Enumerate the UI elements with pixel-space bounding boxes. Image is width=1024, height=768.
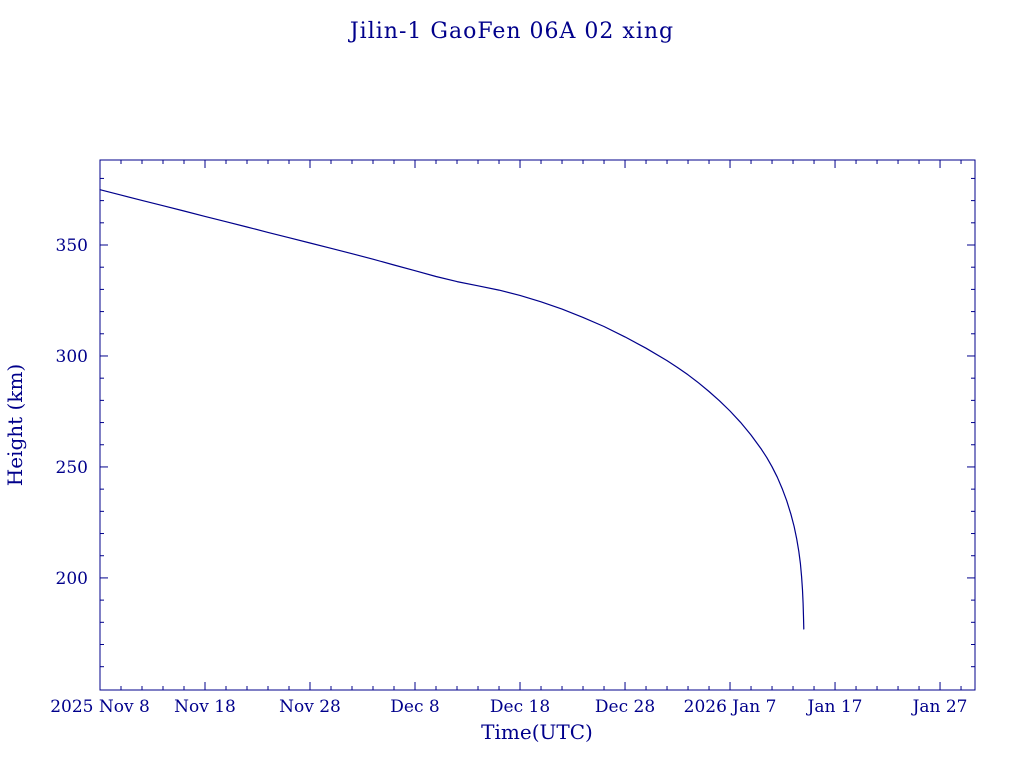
x-tick-label: 2025 Nov 8	[50, 697, 150, 717]
y-axis-label: Height (km)	[3, 364, 27, 486]
x-tick-label: 2026 Jan 7	[684, 697, 777, 717]
x-axis-label: Time(UTC)	[481, 720, 593, 744]
plot-frame	[99, 159, 976, 691]
x-tick-label: Dec 8	[390, 697, 439, 717]
height-decay-line	[99, 189, 805, 630]
x-tick-label: Nov 28	[279, 697, 341, 717]
y-tick-label: 250	[56, 458, 88, 478]
x-tick-label: Dec 28	[595, 697, 655, 717]
y-tick-label: 350	[56, 236, 88, 256]
x-tick-label: Jan 17	[806, 697, 863, 717]
x-tick-label: Jan 27	[911, 697, 968, 717]
y-tick-label: 300	[56, 347, 88, 367]
chart-title: Jilin-1 GaoFen 06A 02 xing	[348, 19, 674, 44]
x-tick-label: Dec 18	[490, 697, 550, 717]
y-tick-label: 200	[56, 569, 88, 589]
x-tick-label: Nov 18	[174, 697, 236, 717]
plot-elements: 2025 Nov 8 Nov 18 Nov 28 Dec 8 Dec 18 Dec 28 2…	[50, 159, 976, 717]
